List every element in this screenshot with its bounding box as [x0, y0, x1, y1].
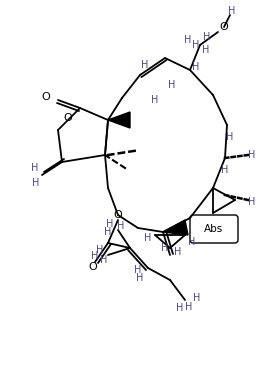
Text: H: H — [31, 163, 39, 173]
Text: H: H — [221, 165, 229, 175]
Text: O: O — [89, 262, 97, 272]
Text: H: H — [188, 237, 196, 247]
Text: H: H — [106, 219, 114, 229]
Text: H: H — [136, 273, 144, 283]
Text: H: H — [32, 178, 40, 188]
Text: H: H — [161, 243, 169, 253]
Text: H: H — [193, 293, 201, 303]
Text: H: H — [174, 247, 182, 257]
Text: H: H — [192, 62, 200, 72]
Text: H: H — [91, 251, 99, 261]
Text: H: H — [100, 255, 108, 265]
Text: O: O — [64, 113, 72, 123]
Text: H: H — [226, 132, 234, 142]
Text: H: H — [228, 6, 236, 16]
Text: H: H — [168, 80, 176, 90]
Text: H: H — [248, 150, 256, 160]
Polygon shape — [163, 220, 188, 235]
Text: H: H — [185, 302, 193, 312]
Text: Abs: Abs — [204, 224, 224, 234]
Text: H: H — [96, 245, 104, 255]
Text: H: H — [144, 233, 152, 243]
Text: O: O — [219, 22, 228, 32]
Text: H: H — [248, 197, 256, 207]
Text: O: O — [114, 210, 122, 220]
Polygon shape — [108, 112, 130, 128]
Text: O: O — [42, 92, 50, 102]
Text: H: H — [202, 45, 210, 55]
Text: H: H — [203, 32, 211, 42]
Text: H: H — [176, 303, 184, 313]
Text: H: H — [104, 227, 112, 237]
Text: H: H — [141, 60, 149, 70]
FancyBboxPatch shape — [190, 215, 238, 243]
Text: H: H — [192, 40, 200, 50]
Text: H: H — [134, 265, 142, 275]
Text: H: H — [117, 221, 125, 231]
Text: H: H — [151, 95, 159, 105]
Text: H: H — [184, 35, 192, 45]
